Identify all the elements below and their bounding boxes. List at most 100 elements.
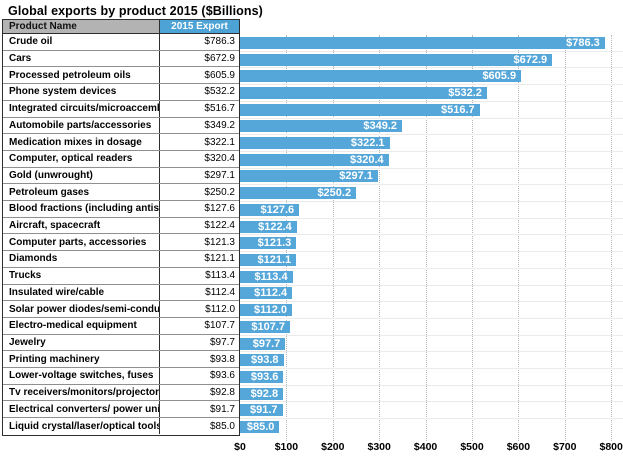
chart-row: $93.6 bbox=[240, 369, 623, 386]
product-name-cell[interactable]: Printing machinery bbox=[3, 351, 160, 368]
x-axis-tick-label: $600 bbox=[506, 441, 531, 453]
bar[interactable]: $250.2 bbox=[240, 187, 357, 200]
export-sales-cell[interactable]: $672.9 bbox=[204, 53, 235, 65]
product-name-cell[interactable]: Electrical converters/ power units bbox=[3, 401, 160, 418]
product-name-cell[interactable]: Integrated circuits/microaccemblies bbox=[3, 100, 160, 117]
bar-value-label: $516.7 bbox=[441, 103, 475, 116]
table-row: Gold (unwrought) $297.1 bbox=[3, 167, 239, 185]
chart-row: $786.3 bbox=[240, 35, 623, 52]
bar[interactable]: $672.9 bbox=[240, 53, 553, 66]
product-name-cell[interactable]: Solar power diodes/semi-conductors bbox=[3, 301, 160, 317]
table-row: Lower-voltage switches, fuses $93.6 bbox=[3, 368, 239, 385]
product-name-cell[interactable]: Lower-voltage switches, fuses bbox=[3, 368, 160, 384]
product-name-cell[interactable]: Crude oil bbox=[3, 34, 160, 50]
bar[interactable]: $91.7 bbox=[240, 404, 283, 417]
export-sales-cell[interactable]: $349.2 bbox=[204, 119, 235, 131]
chart-header-spacer bbox=[240, 19, 623, 35]
export-sales-cell[interactable]: $93.6 bbox=[209, 370, 235, 382]
export-sales-cell[interactable]: $250.2 bbox=[204, 186, 235, 198]
bar[interactable]: $320.4 bbox=[240, 153, 389, 166]
chart-row: $93.8 bbox=[240, 352, 623, 370]
product-name-cell[interactable]: Tv receivers/monitors/projectors bbox=[3, 384, 160, 401]
bar-value-label: $113.4 bbox=[254, 270, 288, 283]
product-name-cell[interactable]: Aircraft, spacecraft bbox=[3, 217, 160, 234]
bar-value-label: $250.2 bbox=[317, 187, 352, 200]
export-sales-cell[interactable]: $112.0 bbox=[205, 303, 235, 315]
export-sales-cell[interactable]: $605.9 bbox=[204, 69, 235, 81]
bar[interactable]: $93.6 bbox=[240, 370, 284, 383]
column-header-export-sales[interactable]: 2015 Export Sales bbox=[160, 20, 239, 45]
bar[interactable]: $112.0 bbox=[240, 304, 292, 317]
export-sales-cell[interactable]: $85.0 bbox=[209, 420, 235, 432]
export-sales-cell[interactable]: $93.8 bbox=[209, 353, 235, 365]
export-sales-cell[interactable]: $121.1 bbox=[204, 253, 235, 265]
export-sales-cell[interactable]: $121.3 bbox=[204, 236, 235, 248]
table-header-row: Product Name 2015 Export Sales bbox=[3, 20, 239, 45]
export-sales-cell[interactable]: $516.7 bbox=[204, 103, 235, 115]
product-name-cell[interactable]: Petroleum gases bbox=[3, 184, 160, 201]
bar-value-label: $112.0 bbox=[253, 304, 287, 317]
export-sales-cell[interactable]: $97.7 bbox=[209, 337, 235, 348]
export-sales-cell[interactable]: $107.7 bbox=[204, 320, 235, 332]
bar[interactable]: $85.0 bbox=[240, 421, 280, 434]
bar[interactable]: $93.8 bbox=[240, 354, 284, 367]
product-name-cell[interactable]: Phone system devices bbox=[3, 84, 160, 100]
bar[interactable]: $322.1 bbox=[240, 137, 390, 150]
export-sales-cell[interactable]: $297.1 bbox=[204, 169, 235, 181]
table-row: Electrical converters/ power units $91.7 bbox=[3, 401, 239, 419]
product-name-cell[interactable]: Trucks bbox=[3, 267, 160, 284]
bar[interactable]: $122.4 bbox=[240, 220, 297, 233]
product-name-cell[interactable]: Blood fractions (including antisera) bbox=[3, 201, 160, 217]
bar[interactable]: $127.6 bbox=[240, 203, 300, 216]
export-sales-cell[interactable]: $122.4 bbox=[204, 220, 235, 232]
bar[interactable]: $349.2 bbox=[240, 120, 402, 133]
product-name-cell[interactable]: Jewelry bbox=[3, 334, 160, 351]
product-name-cell[interactable]: Processed petroleum oils bbox=[3, 67, 160, 84]
product-name-cell[interactable]: Cars bbox=[3, 50, 160, 67]
bar[interactable]: $113.4 bbox=[240, 270, 293, 283]
export-sales-cell[interactable]: $322.1 bbox=[204, 136, 235, 148]
bar[interactable]: $297.1 bbox=[240, 170, 378, 183]
export-sales-cell[interactable]: $320.4 bbox=[204, 153, 235, 165]
chart-row: $97.7 bbox=[240, 336, 623, 353]
bar-value-label: $107.7 bbox=[251, 320, 285, 333]
product-name-cell[interactable]: Electro-medical equipment bbox=[3, 317, 160, 334]
product-name-cell[interactable]: Liquid crystal/laser/optical tools bbox=[3, 418, 160, 434]
export-sales-cell[interactable]: $113.4 bbox=[205, 270, 235, 282]
column-header-product-name[interactable]: Product Name bbox=[3, 20, 160, 33]
export-sales-cell[interactable]: $92.8 bbox=[209, 387, 235, 399]
bar[interactable]: $121.3 bbox=[240, 237, 297, 250]
export-sales-cell[interactable]: $532.2 bbox=[204, 86, 235, 98]
chart-content: Product Name 2015 Export Sales Crude oil… bbox=[0, 19, 623, 441]
table-row: Liquid crystal/laser/optical tools $85.0 bbox=[3, 418, 239, 434]
product-name-cell[interactable]: Automobile parts/accessories bbox=[3, 117, 160, 134]
bar[interactable]: $107.7 bbox=[240, 320, 290, 333]
table-row: Diamonds $121.1 bbox=[3, 251, 239, 268]
bar[interactable]: $112.4 bbox=[240, 287, 293, 300]
bar[interactable]: $97.7 bbox=[240, 337, 286, 350]
table-row: Electro-medical equipment $107.7 bbox=[3, 317, 239, 335]
bar-value-label: $92.8 bbox=[250, 387, 279, 400]
product-name-cell[interactable]: Insulated wire/cable bbox=[3, 284, 160, 301]
product-name-cell[interactable]: Diamonds bbox=[3, 251, 160, 267]
export-sales-cell[interactable]: $91.7 bbox=[209, 403, 235, 415]
bar[interactable]: $605.9 bbox=[240, 70, 522, 83]
product-name-cell[interactable]: Gold (unwrought) bbox=[3, 167, 160, 184]
export-sales-cell[interactable]: $127.6 bbox=[204, 203, 235, 215]
x-axis-tick-label: $800 bbox=[599, 441, 623, 453]
x-axis: $0 $100 $200 $300 $400 $500 $600 $700 $800 bbox=[0, 436, 623, 456]
product-name-cell[interactable]: Computer parts, accessories bbox=[3, 234, 160, 251]
export-sales-cell[interactable]: $112.4 bbox=[205, 286, 235, 298]
chart-rows: $786.3 $672.9 $605.9 $532.2 $516.7 $349.2 $322… bbox=[240, 35, 623, 435]
product-name-cell[interactable]: Medication mixes in dosage bbox=[3, 134, 160, 150]
bar[interactable]: $786.3 bbox=[240, 36, 605, 49]
bar[interactable]: $121.1 bbox=[240, 253, 297, 266]
export-sales-cell[interactable]: $786.3 bbox=[204, 36, 235, 48]
bar[interactable]: $516.7 bbox=[240, 103, 480, 116]
product-name-cell[interactable]: Computer, optical readers bbox=[3, 150, 160, 167]
table-row: Processed petroleum oils $605.9 bbox=[3, 67, 239, 85]
bar[interactable]: $532.2 bbox=[240, 86, 487, 99]
table-row: Integrated circuits/microaccemblies $516.… bbox=[3, 100, 239, 118]
bar[interactable]: $92.8 bbox=[240, 387, 284, 400]
